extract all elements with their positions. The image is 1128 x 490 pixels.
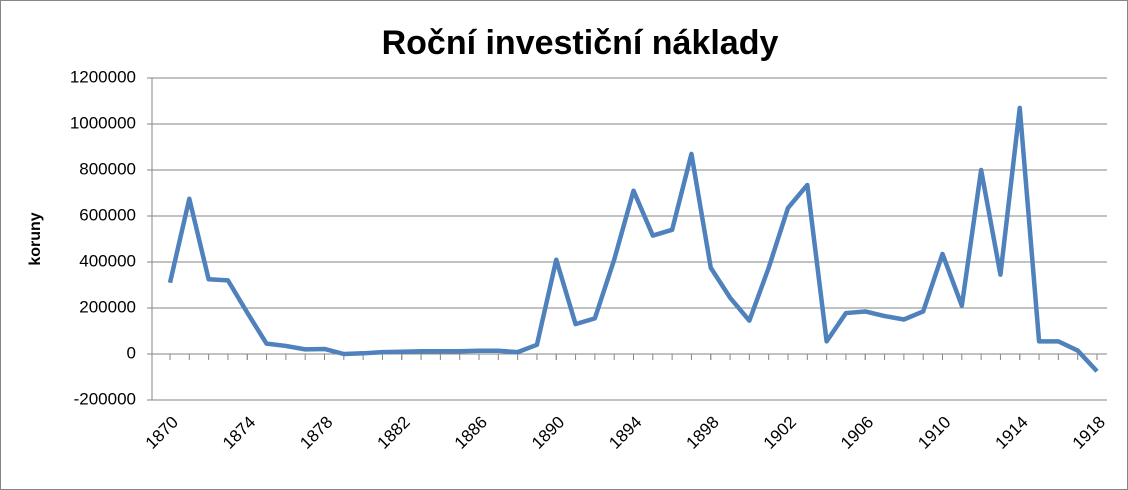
chart-title: Roční investiční náklady	[382, 24, 779, 62]
y-tick-label: 0	[127, 343, 136, 362]
y-tick-label: 800000	[79, 159, 136, 178]
y-tick-label: 1200000	[70, 67, 136, 86]
series-line	[167, 105, 1099, 373]
y-tick-label: 200000	[79, 297, 136, 316]
y-tick-label: -200000	[74, 389, 136, 408]
y-axis-label: koruny	[27, 212, 44, 265]
y-tick-label: 1000000	[70, 113, 136, 132]
y-tick-label: 600000	[79, 205, 136, 224]
y-tick-label: 400000	[79, 251, 136, 270]
